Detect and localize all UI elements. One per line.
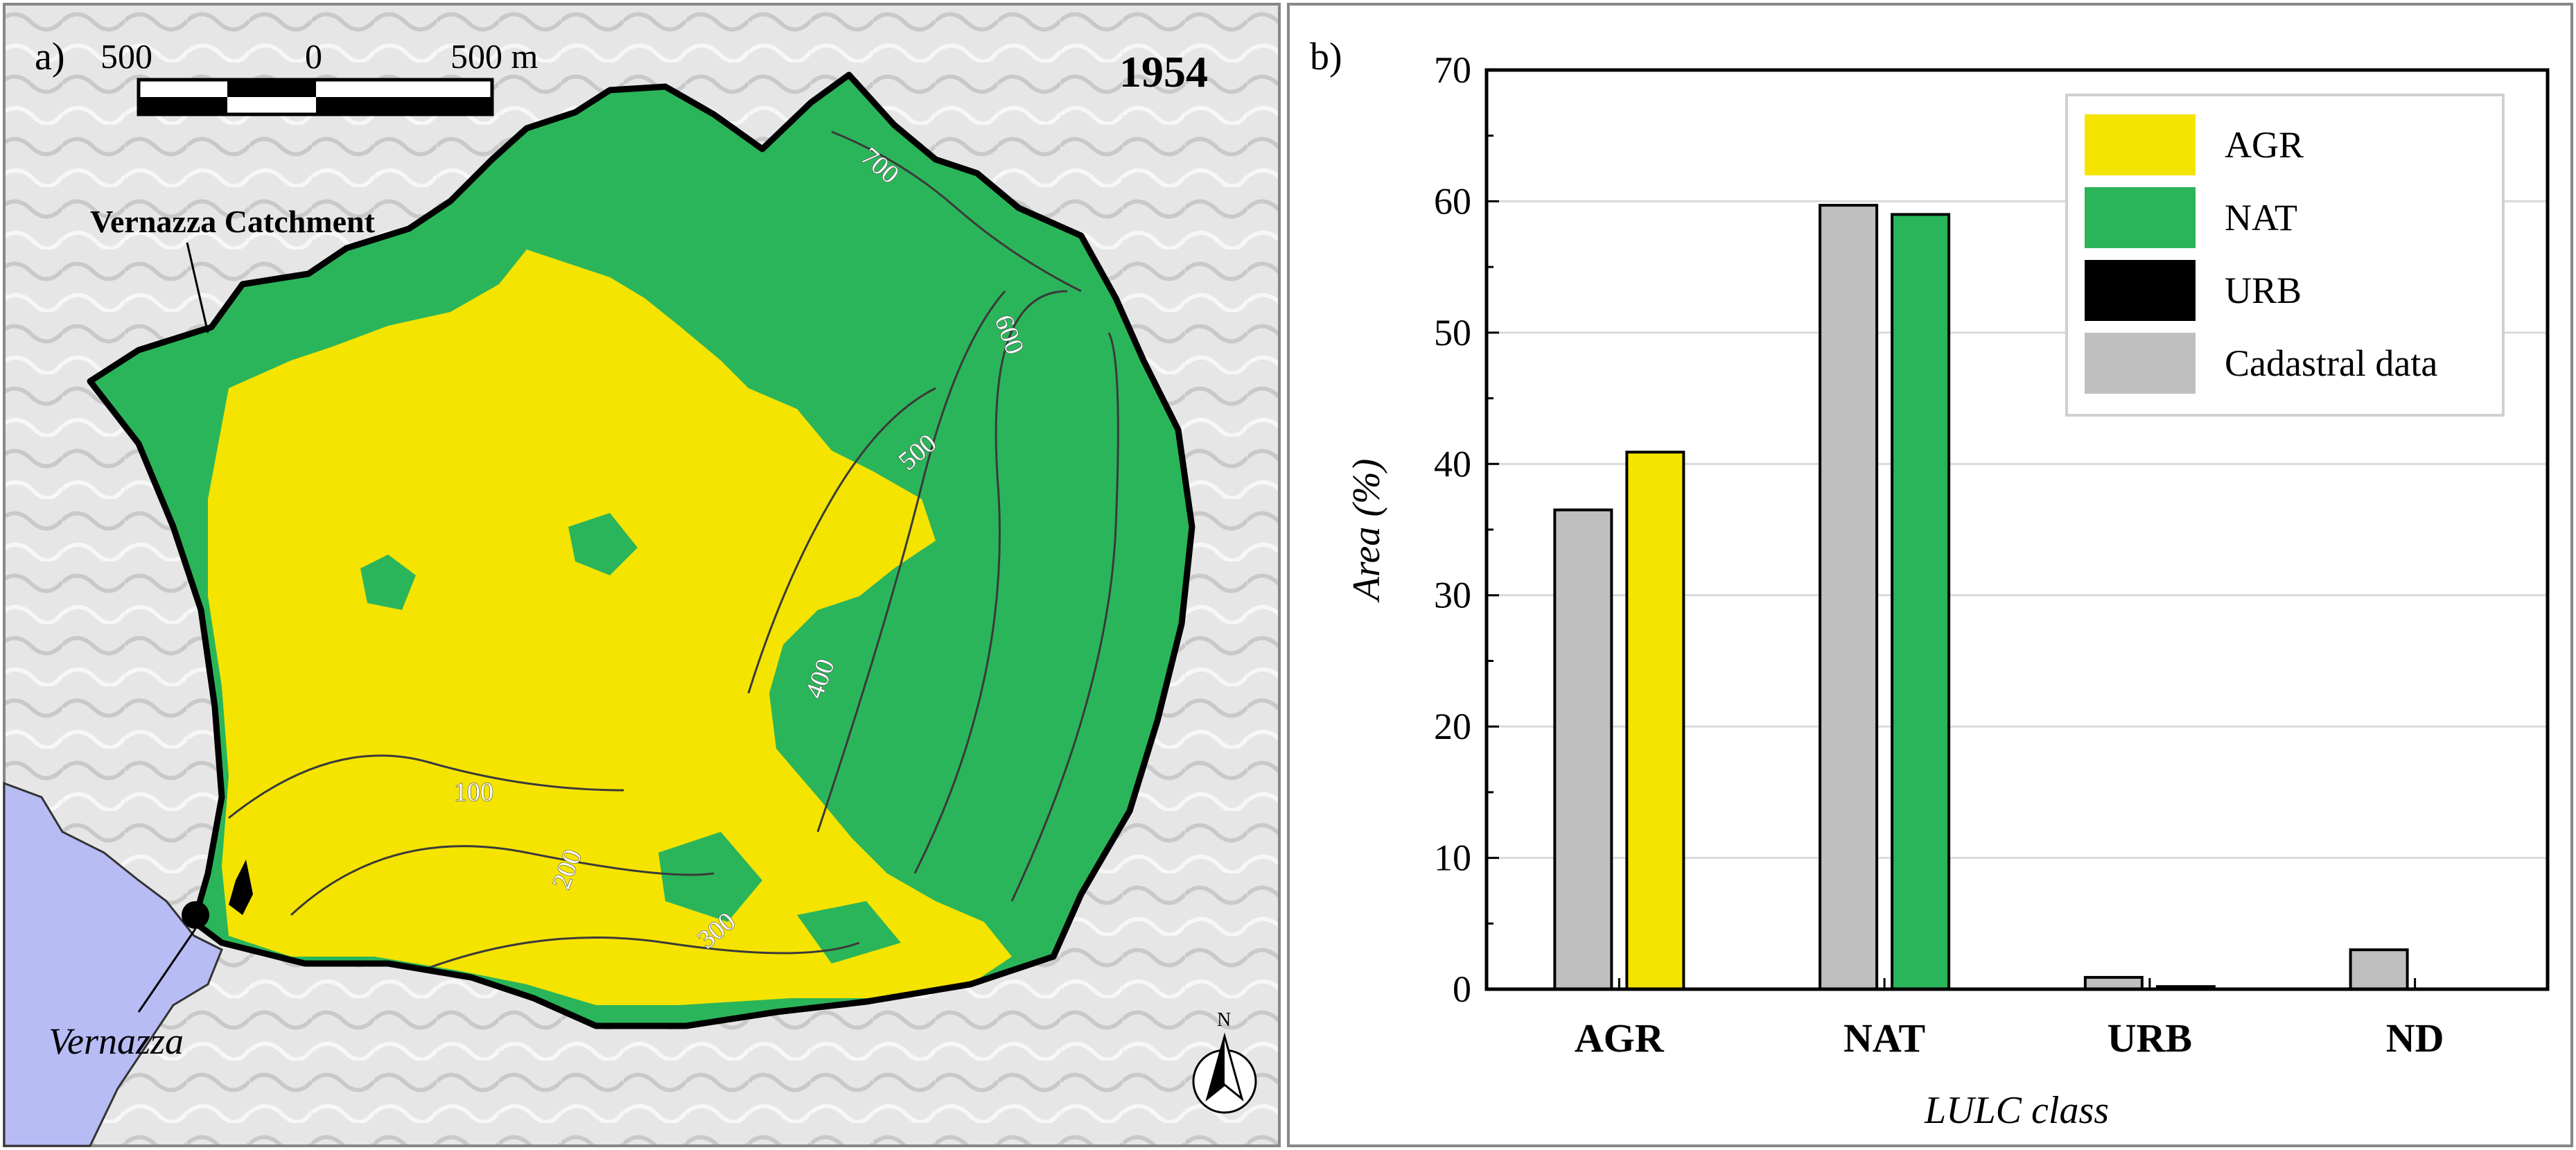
y-axis-ticks: 0 10 20 30 40 50 60 70	[1434, 49, 1499, 1010]
legend: AGR NAT URB Cadastral data	[2065, 94, 2505, 417]
y-tick-label: 20	[1434, 706, 1471, 747]
scale-bar: 500 0 500 m	[100, 37, 538, 116]
scale-bar-mid-label: 0	[305, 37, 322, 76]
agr-area	[208, 250, 1012, 1005]
bar-1954-agr	[1625, 451, 1685, 991]
north-label: N	[1217, 1009, 1231, 1031]
x-axis-label: LULC class	[1924, 1089, 2109, 1132]
panel-a-label: a)	[35, 35, 65, 78]
nat-patch	[797, 901, 901, 964]
contour-label-100: 100	[454, 778, 493, 807]
legend-label: Cadastral data	[2225, 342, 2437, 384]
bar-1954-nat	[1891, 213, 1951, 991]
north-arrow-icon: N	[1192, 1009, 1257, 1114]
legend-swatch	[2085, 114, 2196, 175]
bars	[1553, 204, 2409, 991]
y-axis-label: Area (%)	[1345, 459, 1388, 604]
bar-cadastral-nd	[2349, 948, 2409, 991]
scale-bar-left-label: 500	[100, 37, 152, 76]
panel-b-label: b)	[1310, 35, 1342, 78]
contour-lines	[228, 130, 1119, 986]
catchment-label: Vernazza Catchment	[90, 204, 376, 239]
legend-swatch	[2085, 333, 2196, 394]
urban-area	[229, 860, 253, 915]
legend-label: AGR	[2225, 124, 2304, 166]
x-axis-ticks: AGR NAT URB ND	[1575, 978, 2444, 1061]
x-tick-label: NAT	[1843, 1016, 1925, 1061]
y-tick-label: 10	[1434, 837, 1471, 879]
town-leader-line	[137, 928, 197, 1013]
legend-label: NAT	[2225, 197, 2297, 238]
catchment-leader-line	[186, 242, 209, 333]
y-tick-label: 30	[1434, 575, 1471, 616]
y-tick-label: 70	[1434, 49, 1471, 91]
legend-swatch	[2085, 260, 2196, 321]
scale-bar-right-label: 500 m	[450, 37, 538, 76]
legend-label: URB	[2225, 270, 2302, 311]
y-tick-label: 0	[1453, 968, 1471, 1010]
nat-patch	[360, 555, 416, 610]
nat-patch	[568, 513, 638, 575]
nat-patch	[658, 832, 762, 922]
map-year: 1954	[1119, 47, 1208, 96]
y-tick-label: 50	[1434, 312, 1471, 354]
y-tick-label: 60	[1434, 180, 1471, 222]
sea-area	[3, 781, 223, 1147]
map-panel: 100 200 300 400 500 600 700 Vernazza Cat…	[3, 3, 1281, 1147]
x-tick-label: AGR	[1575, 1016, 1665, 1061]
bar-cadastral-agr	[1553, 508, 1613, 991]
town-label: Vernazza	[49, 1020, 184, 1062]
bar-cadastral-nat	[1819, 204, 1879, 991]
bar-cadastral-urb	[2083, 975, 2144, 991]
x-tick-label: ND	[2386, 1016, 2444, 1061]
town-marker	[182, 901, 209, 929]
catchment-boundary	[87, 71, 1195, 1029]
legend-swatch	[2085, 187, 2196, 248]
y-tick-label: 40	[1434, 443, 1471, 485]
x-tick-label: URB	[2108, 1016, 2192, 1061]
